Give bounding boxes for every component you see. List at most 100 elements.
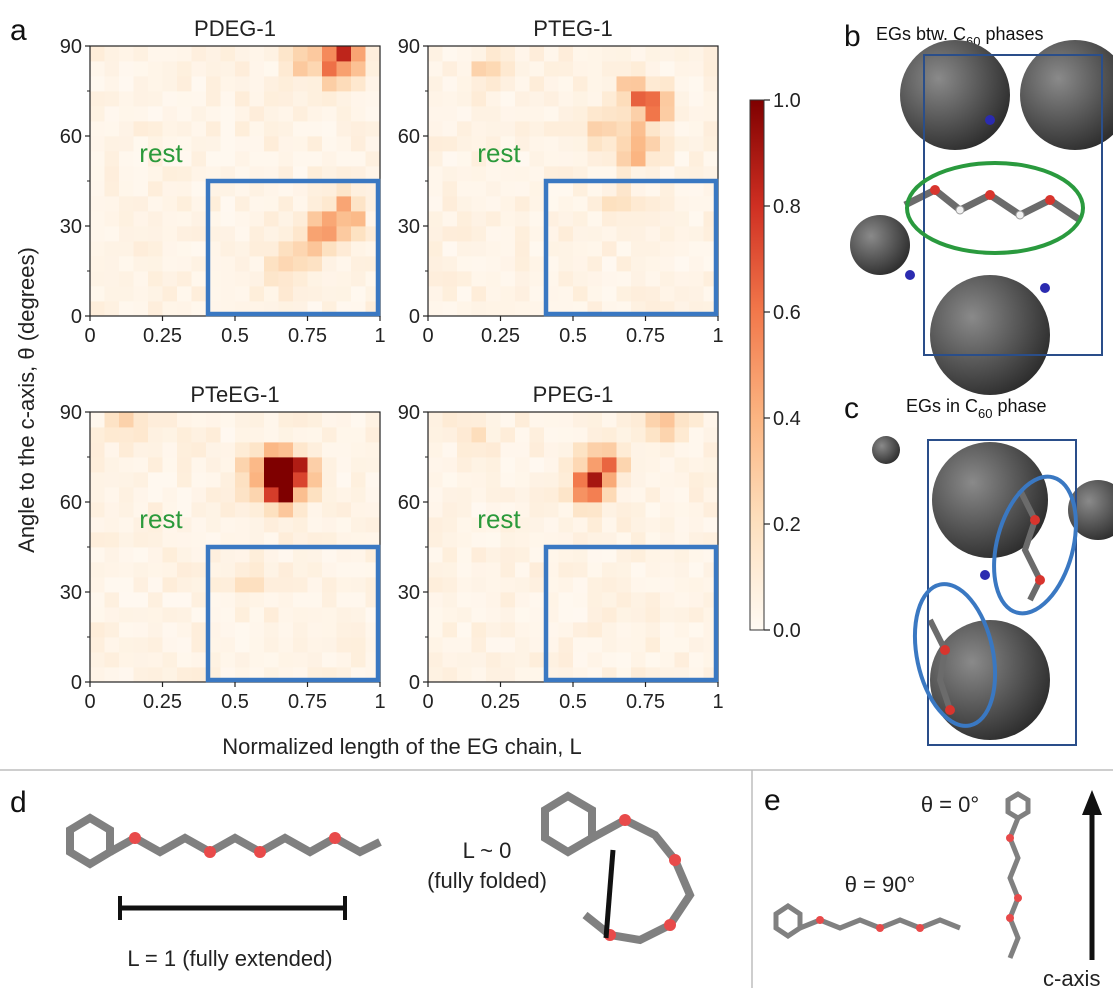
heatmap-cell — [631, 106, 646, 122]
heatmap-cell — [351, 211, 366, 227]
heatmap-cell — [645, 652, 661, 668]
heatmap-cell — [90, 46, 105, 62]
heatmap-cell — [278, 637, 294, 653]
heatmap-cell — [293, 412, 308, 428]
heatmap-cell — [264, 502, 279, 518]
heatmap-cell — [322, 166, 337, 182]
heatmap-cell — [220, 412, 236, 428]
heatmap-cell — [471, 151, 487, 167]
heatmap-cell — [660, 517, 675, 533]
heatmap-cell — [104, 61, 120, 77]
heatmap-cell — [235, 166, 250, 182]
heatmap-cell — [457, 607, 472, 623]
heatmap-cell — [602, 562, 617, 578]
heatmap-cell — [442, 502, 458, 518]
heatmap-cell — [500, 46, 516, 62]
heatmap-cell — [442, 577, 458, 593]
heatmap-cell — [278, 502, 294, 518]
heatmap-cell — [264, 121, 279, 137]
heatmap-cell — [442, 412, 458, 428]
heatmap-cell — [457, 577, 472, 593]
heatmap-cell — [442, 136, 458, 152]
heatmap-cell — [307, 487, 323, 503]
heatmap-cell — [486, 577, 501, 593]
heatmap-cell — [351, 226, 366, 242]
x-tick-label: 0.25 — [143, 691, 182, 713]
heatmap-cell — [573, 136, 588, 152]
heatmap-cell — [119, 607, 134, 623]
benzene-ring — [66, 813, 114, 869]
heatmap-cell — [249, 256, 265, 272]
heatmap-cell — [457, 667, 472, 683]
heatmap-cell — [119, 487, 134, 503]
heatmap-cell — [351, 502, 366, 518]
y-tick-label: 60 — [60, 492, 82, 514]
heatmap-cell — [544, 427, 559, 443]
heatmap-cell — [587, 226, 603, 242]
heatmap-cell — [515, 472, 530, 488]
heatmap-cell — [689, 151, 704, 167]
heatmap-cell — [529, 61, 545, 77]
heatmap-cell — [119, 442, 134, 458]
heatmap-cell — [307, 91, 323, 107]
heatmap-cell — [336, 241, 352, 257]
heatmap-cell — [645, 61, 661, 77]
heatmap-cell — [264, 91, 279, 107]
heatmap-cell — [529, 547, 545, 563]
heatmap-cell — [674, 412, 690, 428]
heatmap-cell — [674, 286, 690, 302]
heatmap-cell — [674, 196, 690, 212]
heatmap-cell — [162, 136, 178, 152]
heatmap-cell — [119, 592, 134, 608]
heatmap-cell — [674, 472, 690, 488]
heatmap-cell — [307, 562, 323, 578]
heatmap-cell — [278, 256, 294, 272]
heatmap-cell — [500, 301, 516, 317]
heatmap-cell — [486, 301, 501, 317]
heatmap-cell — [660, 181, 675, 197]
heatmap-cell — [616, 136, 632, 152]
heatmap-cell — [220, 652, 236, 668]
heatmap-cell — [133, 592, 149, 608]
x-tick-label: 0 — [84, 691, 95, 713]
heatmap-cell — [307, 106, 323, 122]
heatmap-cell — [631, 241, 646, 257]
heatmap-cell — [351, 121, 366, 137]
heatmap-cell — [515, 592, 530, 608]
heatmap-cell — [457, 121, 472, 137]
heatmap-cell — [293, 286, 308, 302]
heatmap-cell — [148, 577, 163, 593]
heatmap-cell — [162, 61, 178, 77]
heatmap-cell — [500, 667, 516, 683]
heatmap-cell — [529, 241, 545, 257]
heatmap-cell — [500, 487, 516, 503]
heatmap-cell — [529, 151, 545, 167]
heatmap-cell — [191, 652, 207, 668]
heatmap-cell — [500, 256, 516, 272]
heatmap-cell — [660, 652, 675, 668]
heatmap-cell — [602, 577, 617, 593]
heatmap-cell — [293, 517, 308, 533]
oxygen-atom — [1030, 515, 1040, 525]
heatmap-cell — [278, 196, 294, 212]
heatmap-cell — [558, 502, 574, 518]
heatmap-cell — [616, 592, 632, 608]
heatmap-cell — [336, 181, 352, 197]
heatmap-cell — [558, 151, 574, 167]
heatmap-cell — [602, 76, 617, 92]
heatmap-cell — [486, 166, 501, 182]
heatmap-cell — [307, 472, 323, 488]
heatmap-cell — [249, 136, 265, 152]
heatmap-cell — [645, 577, 661, 593]
heatmap-cell — [689, 241, 704, 257]
heatmap-cell — [587, 256, 603, 272]
heatmap-cell — [148, 121, 163, 137]
heatmap-cell — [235, 472, 250, 488]
heatmap-cell — [616, 151, 632, 167]
heatmap-cell — [104, 226, 120, 242]
heatmap-cell — [351, 532, 366, 548]
heatmap-cell — [307, 61, 323, 77]
heatmap-cell — [148, 652, 163, 668]
heatmap-panel: rest PTEG-1 0 0.25 0.5 0.75 1 0 30 60 90 — [398, 16, 724, 347]
heatmap-cell — [457, 196, 472, 212]
